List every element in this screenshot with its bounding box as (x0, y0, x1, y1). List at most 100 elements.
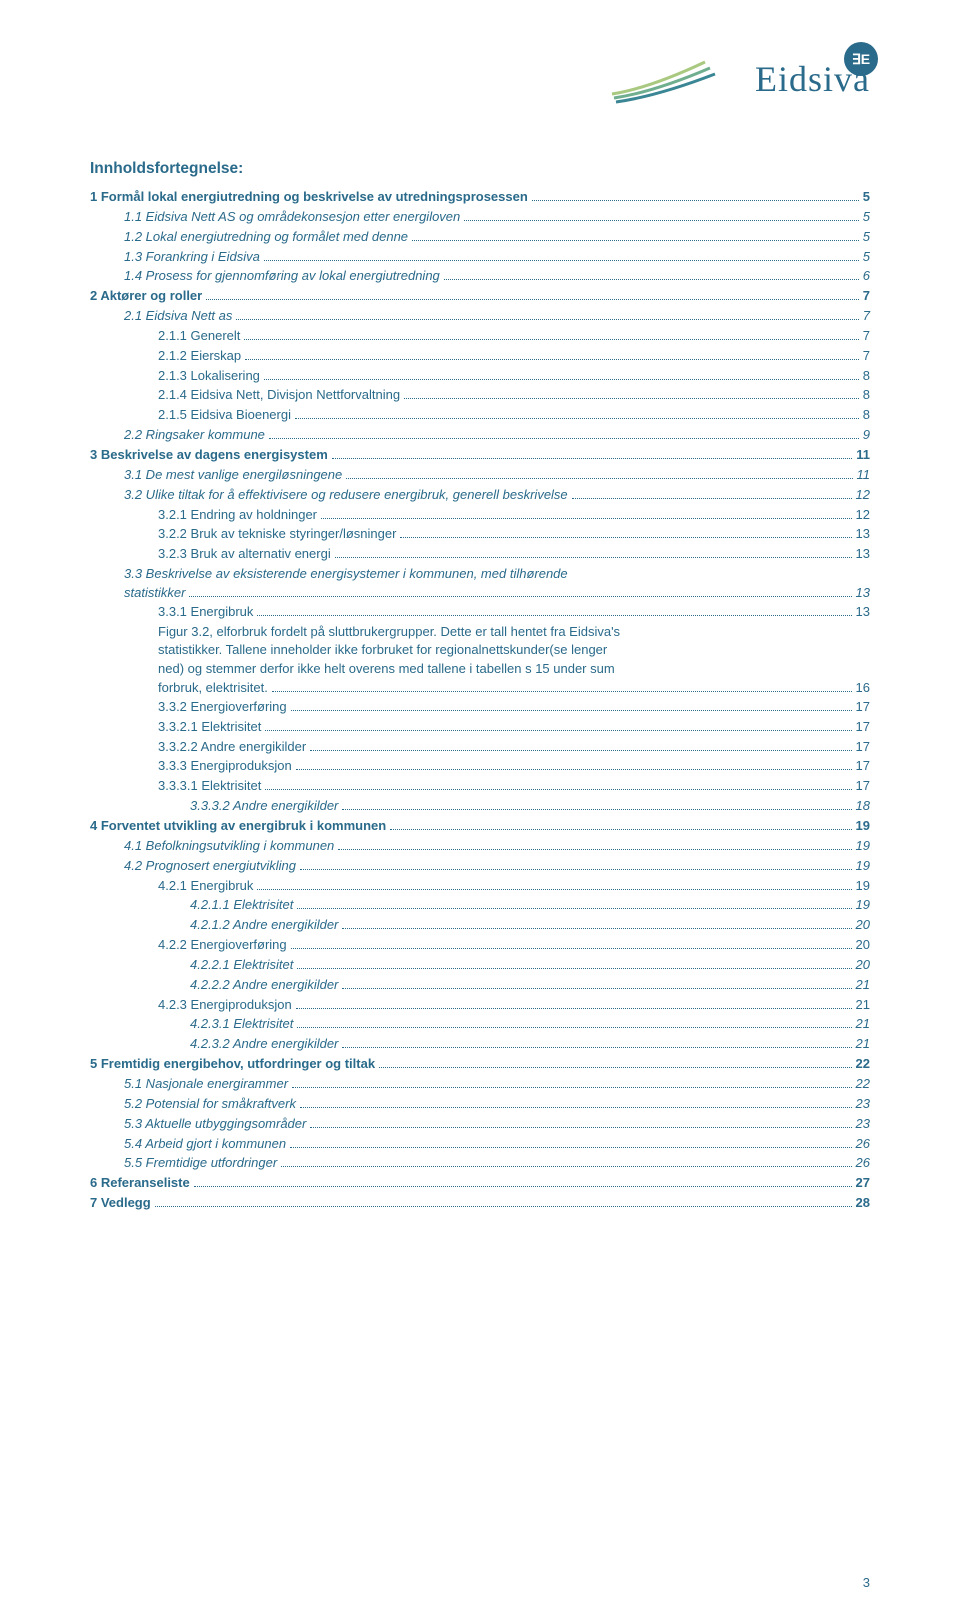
toc-entry-text: 2.1.2 Eierskap (158, 347, 241, 366)
toc-entry-page: 5 (863, 248, 870, 267)
toc-entry-text: 5 Fremtidig energibehov, utfordringer og… (90, 1055, 375, 1074)
toc-leader-dots (296, 769, 852, 770)
toc-entry-page: 7 (863, 347, 870, 366)
toc-entry: 4.2 Prognosert energiutvikling19 (90, 857, 870, 876)
toc-entry-text: 3.3.2.1 Elektrisitet (158, 718, 261, 737)
toc-leader-dots (291, 948, 852, 949)
toc-entry-page: 22 (856, 1075, 870, 1094)
toc-leader-dots (310, 1127, 851, 1128)
toc-leader-dots (297, 908, 851, 909)
toc-entry-text: 3.3.1 Energibruk (158, 603, 253, 622)
toc-leader-dots (297, 1027, 851, 1028)
toc-entry: 5 Fremtidig energibehov, utfordringer og… (90, 1055, 870, 1074)
toc-entry: 4.2.1.1 Elektrisitet19 (90, 896, 870, 915)
toc-entry: 2.2 Ringsaker kommune9 (90, 426, 870, 445)
toc-entry-text: 1.1 Eidsiva Nett AS og områdekonsesjon e… (124, 208, 460, 227)
toc-leader-dots (296, 1008, 852, 1009)
toc-entry-page: 13 (856, 584, 870, 603)
toc-leader-dots (244, 339, 858, 340)
toc-entry: 4.2.1.2 Andre energikilder20 (90, 916, 870, 935)
toc-entry: 3.2.1 Endring av holdninger12 (90, 506, 870, 525)
toc-leader-dots (332, 458, 852, 459)
document-page: Eidsiva ∃E Innholdsfortegnelse: 1 Formål… (0, 0, 960, 1618)
toc-leader-dots (400, 537, 851, 538)
toc-entry-text: 4.2.3.2 Andre energikilder (190, 1035, 338, 1054)
toc-entry: 4.2.3.2 Andre energikilder21 (90, 1035, 870, 1054)
toc-entry-page: 21 (856, 1015, 870, 1034)
toc-leader-dots (265, 789, 851, 790)
toc-entry-text: 3.3.3.2 Andre energikilder (190, 797, 338, 816)
toc-entry: 2.1.5 Eidsiva Bioenergi8 (90, 406, 870, 425)
toc-entry: 2.1 Eidsiva Nett as 7 (90, 307, 870, 326)
toc-entry-page: 5 (863, 208, 870, 227)
toc-entry: 2.1.4 Eidsiva Nett, Divisjon Nettforvalt… (90, 386, 870, 405)
toc-entry: 3.3.2 Energioverføring17 (90, 698, 870, 717)
toc-entry-text: 4.2.2.1 Elektrisitet (190, 956, 293, 975)
toc-entry: 7 Vedlegg28 (90, 1194, 870, 1213)
toc-entry: 5.3 Aktuelle utbyggingsområder23 (90, 1115, 870, 1134)
toc-entry-page: 19 (856, 877, 870, 896)
toc-entry-text: 5.1 Nasjonale energirammer (124, 1075, 288, 1094)
toc-leader-dots (379, 1067, 851, 1068)
toc-entry-page: 16 (856, 679, 870, 698)
toc-entry: 5.1 Nasjonale energirammer 22 (90, 1075, 870, 1094)
toc-entry-text: 1.2 Lokal energiutredning og formålet me… (124, 228, 408, 247)
toc-title: Innholdsfortegnelse: (90, 160, 870, 178)
toc-entry: 4.2.3.1 Elektrisitet21 (90, 1015, 870, 1034)
toc-leader-dots (292, 1087, 852, 1088)
toc-leader-dots (194, 1186, 852, 1187)
toc-entry: 3.2 Ulike tiltak for å effektivisere og … (90, 486, 870, 505)
toc-leader-dots (257, 889, 851, 890)
toc-entry-text: 4.2.1.2 Andre energikilder (190, 916, 338, 935)
toc-entry-text: 5.2 Potensial for småkraftverk (124, 1095, 296, 1114)
toc-leader-dots (272, 691, 852, 692)
toc-entry: 3.3.3.1 Elektrisitet17 (90, 777, 870, 796)
toc-entry: 2 Aktører og roller7 (90, 287, 870, 306)
toc-entry-text: 5.4 Arbeid gjort i kommunen (124, 1135, 286, 1154)
toc-leader-dots (257, 615, 851, 616)
toc-entry: 4.2.2 Energioverføring20 (90, 936, 870, 955)
toc-leader-dots (342, 988, 851, 989)
toc-leader-dots (269, 438, 859, 439)
toc-entry-page: 13 (856, 525, 870, 544)
toc-leader-dots (236, 319, 858, 320)
toc-entry: 4.2.1 Energibruk19 (90, 877, 870, 896)
toc-leader-dots (189, 596, 851, 597)
toc-leader-dots (444, 279, 859, 280)
toc-leader-dots (295, 418, 859, 419)
toc-entry-page: 19 (856, 817, 870, 836)
toc-entry-text: 1.4 Prosess for gjennomføring av lokal e… (124, 267, 440, 286)
toc-leader-dots (264, 260, 859, 261)
toc-entry: 4.2.2.1 Elektrisitet 20 (90, 956, 870, 975)
page-number: 3 (863, 1575, 870, 1590)
toc-leader-dots (245, 359, 859, 360)
toc-entry: 6 Referanseliste27 (90, 1174, 870, 1193)
toc-leader-dots (390, 829, 851, 830)
toc-entry-text: 2.1 Eidsiva Nett as (124, 307, 232, 326)
toc-entry: Figur 3.2, elforbruk fordelt på sluttbru… (90, 623, 870, 698)
toc-entry-page: 22 (856, 1055, 870, 1074)
toc-entry-page: 20 (856, 956, 870, 975)
toc-entry-text: forbruk, elektrisitet. (158, 679, 268, 698)
toc-entry-text: 1.3 Forankring i Eidsiva (124, 248, 260, 267)
toc-entry-page: 21 (856, 976, 870, 995)
toc-leader-dots (342, 809, 851, 810)
toc-entry-page: 9 (863, 426, 870, 445)
toc-entry-page: 26 (856, 1135, 870, 1154)
toc-entry-page: 7 (863, 307, 870, 326)
toc-entry-text: 3.3.2.2 Andre energikilder (158, 738, 306, 757)
toc-entry-page: 21 (856, 996, 870, 1015)
toc-entry-page: 12 (856, 486, 870, 505)
toc-entry-text: 2.1.3 Lokalisering (158, 367, 260, 386)
toc-leader-dots (335, 557, 852, 558)
toc-entry-page: 19 (856, 896, 870, 915)
toc-entry-text: 2 Aktører og roller (90, 287, 202, 306)
toc-entry-page: 18 (856, 797, 870, 816)
brand-logo: Eidsiva ∃E (610, 38, 870, 118)
toc-leader-dots (300, 1107, 852, 1108)
toc-entry-text: ned) og stemmer derfor ikke helt overens… (158, 660, 870, 679)
brand-badge-icon: ∃E (844, 42, 878, 76)
toc-leader-dots (291, 710, 852, 711)
toc-entry-text: 4.2.2 Energioverføring (158, 936, 287, 955)
toc-leader-dots (338, 849, 851, 850)
